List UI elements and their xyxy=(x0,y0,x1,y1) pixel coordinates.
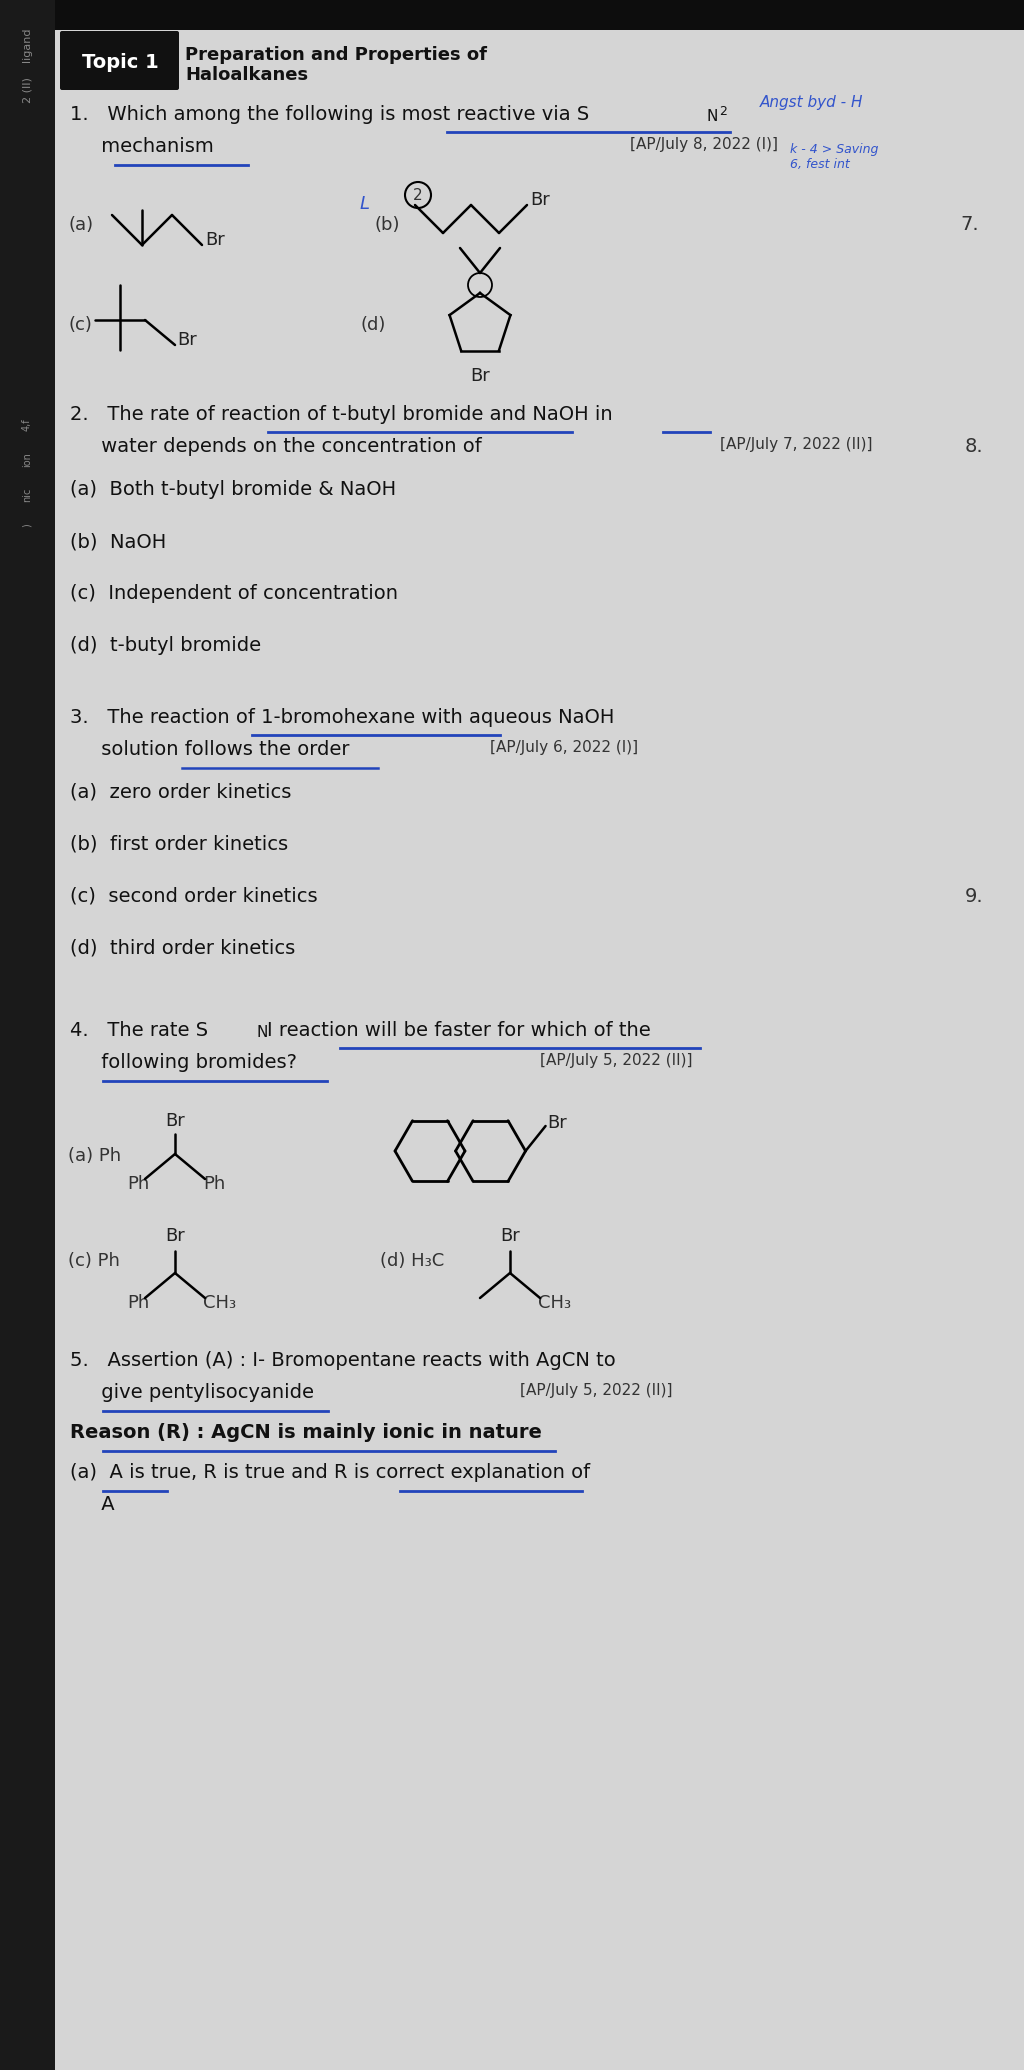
Text: Haloalkanes: Haloalkanes xyxy=(185,66,308,85)
Text: following bromides?: following bromides? xyxy=(70,1054,297,1072)
Text: 9.: 9. xyxy=(965,888,984,907)
Text: 7.: 7. xyxy=(961,215,979,234)
Text: (a) Ph: (a) Ph xyxy=(68,1147,121,1165)
Text: k - 4 > Saving
6, fest int: k - 4 > Saving 6, fest int xyxy=(790,143,879,172)
Text: Br: Br xyxy=(470,366,489,385)
Text: (d)  t-butyl bromide: (d) t-butyl bromide xyxy=(70,635,261,654)
Text: Br: Br xyxy=(530,190,550,209)
Text: 4,f: 4,f xyxy=(22,418,32,431)
Text: 2.   The rate of reaction of t-butyl bromide and NaOH in: 2. The rate of reaction of t-butyl bromi… xyxy=(70,406,612,424)
Text: give pentylisocyanide: give pentylisocyanide xyxy=(70,1383,314,1401)
Text: 4.   The rate S: 4. The rate S xyxy=(70,1021,208,1039)
Text: solution follows the order: solution follows the order xyxy=(70,739,349,760)
Text: Reason (R) : AgCN is mainly ionic in nature: Reason (R) : AgCN is mainly ionic in nat… xyxy=(70,1422,542,1443)
Text: (c): (c) xyxy=(68,317,92,333)
Text: Br: Br xyxy=(500,1228,520,1244)
Text: ): ) xyxy=(22,524,32,528)
Text: [AP/July 8, 2022 (I)]: [AP/July 8, 2022 (I)] xyxy=(630,137,778,151)
Text: Topic 1: Topic 1 xyxy=(82,52,159,72)
Bar xyxy=(55,0,1024,29)
Text: Br: Br xyxy=(177,331,197,350)
Text: N: N xyxy=(256,1025,267,1039)
Bar xyxy=(0,0,55,2070)
Text: 1.   Which among the following is most reactive via S: 1. Which among the following is most rea… xyxy=(70,106,589,124)
Text: 2: 2 xyxy=(414,188,423,203)
Text: (c) Ph: (c) Ph xyxy=(68,1252,120,1271)
Text: Br: Br xyxy=(205,232,224,248)
Text: Ph: Ph xyxy=(127,1176,150,1192)
Text: (a)  A is true, R is true and R is correct explanation of: (a) A is true, R is true and R is correc… xyxy=(70,1463,590,1482)
Text: Ph: Ph xyxy=(203,1176,225,1192)
Text: (a)  zero order kinetics: (a) zero order kinetics xyxy=(70,782,292,801)
Text: Br: Br xyxy=(165,1228,185,1244)
Text: ion: ion xyxy=(22,453,32,468)
Text: Br: Br xyxy=(548,1114,567,1132)
Text: L: L xyxy=(360,195,370,213)
Text: [AP/July 5, 2022 (II)]: [AP/July 5, 2022 (II)] xyxy=(520,1383,673,1397)
Text: [AP/July 7, 2022 (II)]: [AP/July 7, 2022 (II)] xyxy=(720,437,872,451)
Text: Angst byd - H: Angst byd - H xyxy=(760,95,863,110)
Text: 2: 2 xyxy=(719,106,727,118)
Text: water depends on the concentration of: water depends on the concentration of xyxy=(70,437,481,455)
Text: Ph: Ph xyxy=(127,1294,150,1312)
Text: CH₃: CH₃ xyxy=(203,1294,237,1312)
Text: (b): (b) xyxy=(375,215,400,234)
Text: 3.   The reaction of 1-bromohexane with aqueous NaOH: 3. The reaction of 1-bromohexane with aq… xyxy=(70,708,614,727)
Text: ligand: ligand xyxy=(22,27,32,62)
Text: (d): (d) xyxy=(360,317,385,333)
Text: CH₃: CH₃ xyxy=(538,1294,571,1312)
Text: (b)  first order kinetics: (b) first order kinetics xyxy=(70,834,288,855)
Text: (a)  Both t-butyl bromide & NaOH: (a) Both t-butyl bromide & NaOH xyxy=(70,480,396,499)
Text: nic: nic xyxy=(22,489,32,503)
Text: Preparation and Properties of: Preparation and Properties of xyxy=(185,46,487,64)
FancyBboxPatch shape xyxy=(60,31,179,89)
Text: [AP/July 6, 2022 (I)]: [AP/July 6, 2022 (I)] xyxy=(490,739,638,756)
Text: (c)  Independent of concentration: (c) Independent of concentration xyxy=(70,584,398,602)
Text: A: A xyxy=(70,1495,115,1513)
Text: (d) H₃C: (d) H₃C xyxy=(380,1252,444,1271)
Text: (d)  third order kinetics: (d) third order kinetics xyxy=(70,940,295,958)
Text: 8.: 8. xyxy=(965,437,984,455)
Text: Br: Br xyxy=(165,1112,185,1130)
Text: I reaction will be faster for which of the: I reaction will be faster for which of t… xyxy=(267,1021,650,1039)
Text: mechanism: mechanism xyxy=(70,137,214,155)
Text: 5.   Assertion (A) : I- Bromopentane reacts with AgCN to: 5. Assertion (A) : I- Bromopentane react… xyxy=(70,1352,615,1370)
Text: (a): (a) xyxy=(68,215,93,234)
Text: 2 (II): 2 (II) xyxy=(22,77,32,104)
Text: (c)  second order kinetics: (c) second order kinetics xyxy=(70,888,317,907)
Text: (b)  NaOH: (b) NaOH xyxy=(70,532,166,551)
Text: [AP/July 5, 2022 (II)]: [AP/July 5, 2022 (II)] xyxy=(540,1054,692,1068)
Text: N: N xyxy=(706,110,718,124)
